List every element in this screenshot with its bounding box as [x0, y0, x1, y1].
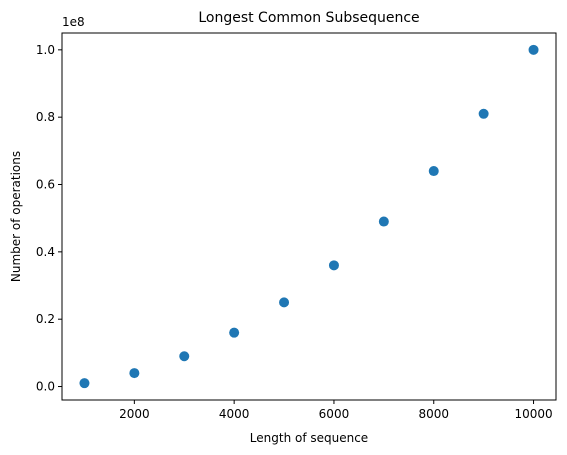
x-tick-label: 10000	[514, 407, 552, 421]
x-axis-label: Length of sequence	[250, 431, 368, 445]
y-axis-label: Number of operations	[9, 151, 23, 282]
x-tick-label: 6000	[319, 407, 350, 421]
data-point	[279, 297, 290, 308]
data-point	[328, 260, 339, 271]
y-tick-label: 1.0	[36, 43, 55, 57]
data-point	[229, 327, 240, 338]
points-layer	[79, 44, 539, 389]
y-tick-label: 0.8	[36, 110, 55, 124]
x-tick-label: 2000	[119, 407, 150, 421]
data-point	[179, 351, 190, 362]
x-tick-label: 8000	[418, 407, 449, 421]
data-point	[528, 44, 539, 55]
ticks-layer: 2000 4000 6000 8000 10000 0.0 0.2 0.4 0.6 0.8 1.0	[36, 43, 553, 421]
data-point	[378, 216, 389, 227]
y-tick-label: 0.2	[36, 312, 55, 326]
y-axis-offset-label: 1e8	[62, 15, 85, 29]
y-tick-label: 0.6	[36, 178, 55, 192]
x-tick-label: 4000	[219, 407, 250, 421]
data-point	[478, 108, 489, 119]
y-tick-label: 0.4	[36, 245, 55, 259]
data-point	[428, 166, 439, 177]
plot-frame	[61, 32, 557, 401]
data-point	[79, 378, 90, 389]
chart-title: Longest Common Subsequence	[198, 10, 419, 26]
y-tick-label: 0.0	[36, 380, 55, 394]
data-point	[129, 368, 140, 379]
